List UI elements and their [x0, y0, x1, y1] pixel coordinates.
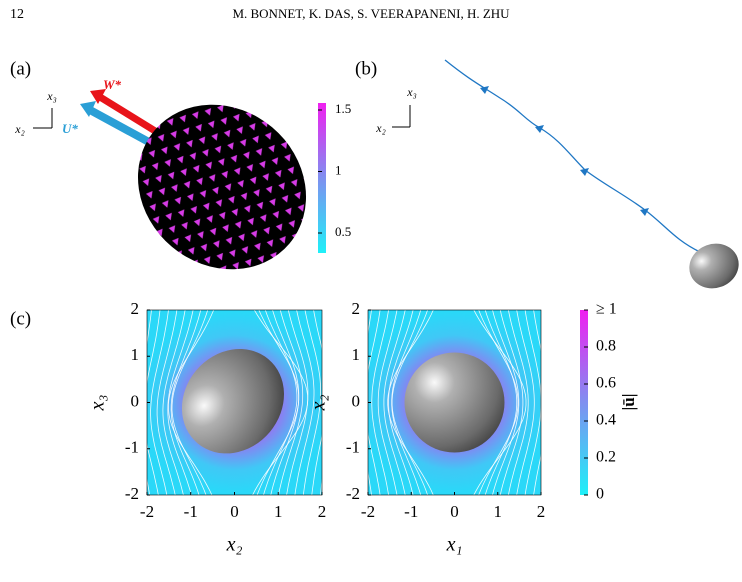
streamline: [278, 310, 304, 495]
y-tick-label: 1: [131, 345, 140, 364]
x-tick-label: -2: [140, 502, 154, 521]
colorbar-tick-label: 0.4: [596, 412, 616, 429]
panel-label: (c): [10, 308, 31, 329]
x-tick-label: 0: [450, 502, 459, 521]
y-axis-label: x₂: [308, 395, 330, 412]
x-tick-label: 2: [318, 502, 327, 521]
axis-label: x₃: [46, 89, 57, 103]
streamline: [484, 310, 518, 495]
x-tick-label: 2: [537, 502, 546, 521]
colorbar-label: |ū|: [619, 394, 638, 411]
arrow-label: W*: [103, 77, 122, 92]
colorbar-tick-label: 0.6: [596, 375, 616, 392]
y-tick-label: -2: [346, 484, 360, 503]
streamline: [167, 310, 194, 495]
streamline: [270, 310, 300, 495]
streamline: [302, 310, 321, 495]
y-tick-label: 2: [352, 299, 361, 318]
arrowhead: [90, 89, 106, 104]
x-tick-label: -2: [361, 502, 375, 521]
streamline: [147, 310, 152, 495]
streamline: [171, 310, 209, 495]
colorbar: [318, 103, 326, 253]
streamline: [170, 310, 202, 495]
colorbar: [580, 310, 588, 495]
streamline: [294, 310, 315, 495]
axes-glyph: [392, 105, 411, 128]
y-tick-label: 1: [352, 345, 361, 364]
streamline: [167, 310, 215, 495]
colorbar-tick-label: 0.8: [596, 338, 616, 355]
y-tick-label: -1: [125, 438, 139, 457]
x-tick-label: -1: [184, 502, 198, 521]
colorbar-tick-label: 1.5: [335, 101, 351, 116]
streamline: [507, 310, 529, 495]
arrow-w: [98, 94, 162, 137]
streamline: [533, 310, 541, 495]
streamline: [473, 310, 527, 495]
streamline: [286, 310, 309, 495]
x-tick-label: -1: [404, 502, 418, 521]
streamline: [478, 310, 519, 495]
streamline: [387, 310, 434, 495]
colorbar-tick-label: 1: [335, 162, 342, 177]
x-axis-label: x₁: [446, 534, 463, 556]
streamline: [550, 305, 563, 500]
streamline: [492, 310, 520, 495]
arrow-label: U*: [62, 121, 78, 136]
particle: [137, 104, 307, 270]
streamline: [391, 310, 429, 495]
panel-label: (b): [355, 58, 377, 79]
x-tick-label: 1: [494, 502, 503, 521]
axis-label: x₂: [14, 122, 25, 136]
y-tick-label: -2: [125, 484, 139, 503]
streamline: [377, 310, 398, 495]
y-tick-label: 0: [352, 391, 361, 410]
axis-label: x₂: [375, 121, 386, 135]
colorbar-tick-label: ≥ 1: [596, 301, 617, 318]
arrowhead: [80, 101, 96, 117]
y-tick-label: 0: [131, 391, 140, 410]
particle: [404, 352, 505, 453]
colorbar-tick-label: 0.2: [596, 449, 616, 466]
streamline: [542, 305, 556, 500]
streamline: [263, 310, 298, 495]
axes-glyph: [33, 108, 53, 129]
page-number: 12: [10, 7, 24, 22]
colorbar-tick-label: 0.5: [335, 224, 351, 239]
streamline: [388, 310, 414, 495]
x-axis-label: x₂: [226, 534, 243, 556]
particle: [689, 243, 739, 289]
colorbar-tick-label: 0: [596, 486, 604, 503]
x-tick-label: 0: [230, 502, 239, 521]
panel-label: (a): [10, 58, 31, 79]
streamline: [311, 310, 322, 495]
streamline: [499, 310, 524, 495]
x-tick-label: 1: [274, 502, 283, 521]
streamline: [383, 310, 406, 495]
trajectory: [444, 59, 701, 253]
axis-label: x₃: [406, 85, 417, 99]
streamline: [371, 310, 390, 495]
y-tick-label: 2: [131, 299, 140, 318]
arrow-u: [88, 106, 160, 151]
y-axis-label: x₃: [87, 395, 109, 412]
y-tick-label: -1: [346, 438, 360, 457]
streamline: [368, 310, 381, 495]
streamline: [156, 310, 178, 495]
trajectory-arrows: [480, 86, 649, 216]
running-head: M. BONNET, K. DAS, S. VEERAPANENI, H. ZH…: [232, 6, 510, 21]
streamline: [147, 310, 161, 495]
streamline: [516, 310, 535, 495]
streamline: [162, 310, 186, 495]
streamline: [329, 305, 343, 500]
streamline: [150, 310, 169, 495]
particle: [181, 348, 284, 454]
streamline: [524, 310, 541, 495]
